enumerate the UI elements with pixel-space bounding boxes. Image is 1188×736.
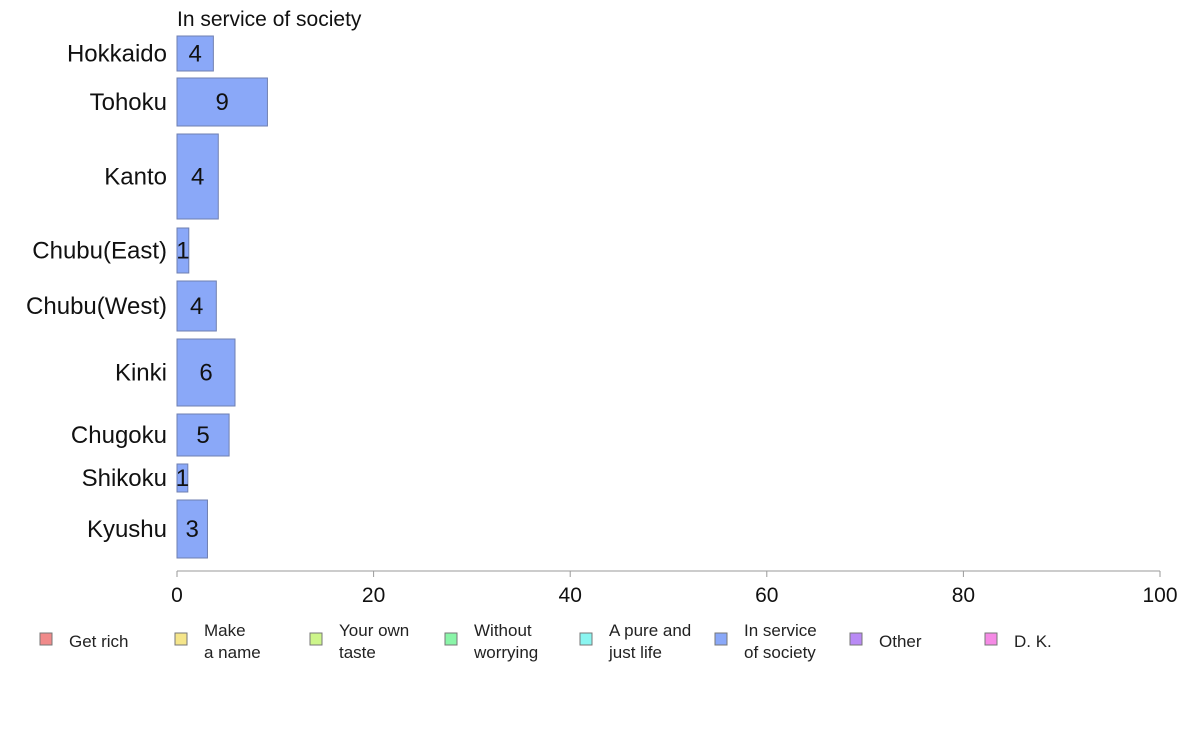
legend-swatch [984, 632, 998, 646]
category-label: Shikoku [82, 465, 167, 492]
x-tick-label: 100 [1142, 584, 1177, 607]
x-tick-label: 80 [952, 584, 975, 607]
category-label: Tohoku [90, 89, 167, 116]
legend-label: a name [204, 643, 261, 662]
category-label: Chugoku [71, 422, 167, 449]
legend-swatch [579, 632, 593, 646]
category-label: Hokkaido [67, 41, 167, 68]
x-tick-label: 40 [559, 584, 582, 607]
legend-label: worrying [473, 643, 538, 662]
bar [176, 338, 236, 407]
legend-swatch [444, 632, 458, 646]
legend-label: of society [744, 643, 816, 662]
legend-label: D. K. [1014, 632, 1052, 651]
bar [176, 77, 268, 127]
category-label: Kanto [104, 164, 167, 191]
bar [176, 463, 189, 493]
category-label: Kinki [115, 360, 167, 387]
data-label: 5 [196, 422, 209, 449]
legend-label: Make [204, 621, 246, 640]
legend: Get rich Make a name Your own taste Without wo… [39, 621, 1052, 662]
bar [176, 35, 214, 72]
data-label: 4 [191, 164, 204, 191]
bar [176, 227, 190, 274]
bar-group: Hokkaido 4 Tohoku 9 Kanto 4 Chubu(East) 1 Chubu(… [26, 35, 268, 559]
legend-swatch [39, 632, 53, 646]
x-tick-label: 60 [755, 584, 778, 607]
bar [176, 280, 217, 332]
legend-label: taste [339, 643, 376, 662]
data-label: 6 [199, 360, 212, 387]
bar [176, 133, 219, 220]
legend-swatch [849, 632, 863, 646]
x-axis: 0 20 40 60 80 100 [171, 570, 1178, 607]
data-label: 1 [176, 238, 189, 265]
legend-label: Your own [339, 621, 409, 640]
legend-label: just life [608, 643, 662, 662]
bar [176, 413, 230, 457]
category-label: Chubu(East) [32, 238, 167, 265]
legend-label: Without [474, 621, 532, 640]
bar [176, 499, 208, 559]
legend-label: Get rich [69, 632, 129, 651]
legend-label: Other [879, 632, 922, 651]
data-label: 3 [186, 516, 199, 543]
category-label: Chubu(West) [26, 293, 167, 320]
data-label: 1 [176, 465, 189, 492]
legend-swatch [174, 632, 188, 646]
legend-swatch [714, 632, 728, 646]
chart-title: In service of society [177, 8, 362, 31]
data-label: 4 [189, 41, 202, 68]
legend-label: In service [744, 621, 817, 640]
x-tick-label: 20 [362, 584, 385, 607]
legend-swatch [309, 632, 323, 646]
data-label: 9 [216, 89, 229, 116]
x-tick-label: 0 [171, 584, 183, 607]
data-label: 4 [190, 293, 203, 320]
category-label: Kyushu [87, 516, 167, 543]
legend-label: A pure and [609, 621, 691, 640]
